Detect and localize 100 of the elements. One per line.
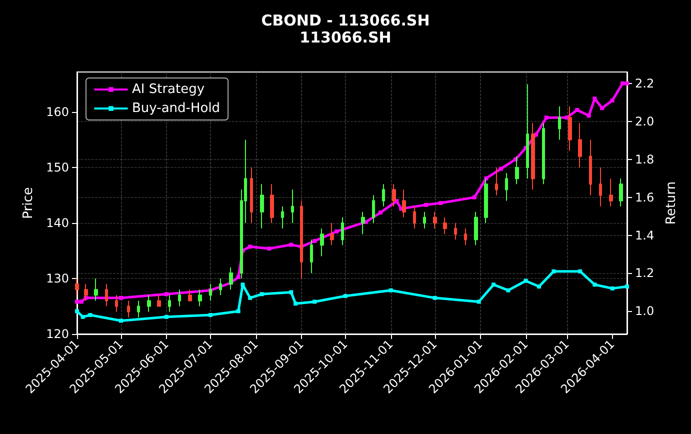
candlestick — [464, 228, 467, 246]
legend-label: Buy-and-Hold — [132, 101, 220, 116]
chart-title: CBOND - 113066.SH — [261, 12, 430, 30]
candlestick — [330, 222, 334, 246]
point — [524, 278, 528, 283]
point — [119, 296, 123, 300]
point — [578, 269, 582, 274]
point — [236, 275, 240, 280]
candlestick — [474, 211, 478, 246]
candlestick — [558, 106, 561, 140]
y2-tick-label: 1.8 — [635, 152, 654, 166]
point — [312, 300, 317, 304]
candlestick — [484, 178, 488, 224]
point — [600, 106, 604, 110]
point — [544, 116, 548, 120]
candlestick — [188, 289, 192, 302]
point — [592, 96, 597, 101]
candlestick — [127, 300, 130, 318]
point — [506, 288, 510, 292]
candlestick — [443, 216, 447, 235]
candlestick — [291, 189, 294, 224]
y2-tick-label: 2.0 — [635, 114, 654, 128]
candlestick — [619, 178, 623, 207]
point — [388, 288, 393, 292]
point — [575, 108, 580, 112]
point — [343, 294, 348, 298]
point — [610, 286, 614, 290]
candlestick — [589, 139, 592, 196]
y2-tick-label: 2.2 — [635, 76, 654, 90]
y-tick-label: 160 — [46, 104, 69, 119]
candlestick — [413, 206, 416, 230]
point — [610, 98, 614, 102]
candlestick — [198, 289, 202, 307]
point — [236, 309, 240, 314]
candlestick — [260, 184, 264, 230]
y2-tick-label: 1.6 — [635, 190, 654, 204]
point — [260, 292, 264, 296]
point — [164, 292, 168, 296]
candlestick — [270, 184, 274, 224]
candlestick — [168, 294, 171, 312]
point — [378, 210, 383, 214]
point — [438, 201, 443, 205]
point — [498, 166, 503, 171]
candlestick — [495, 166, 498, 196]
point — [289, 242, 294, 247]
chart-subtitle: 113066.SH — [300, 28, 392, 46]
point — [625, 81, 629, 86]
candlestick — [505, 172, 508, 202]
candlestick — [320, 228, 324, 257]
candlestick — [433, 211, 437, 230]
point — [424, 202, 428, 207]
candlestick — [599, 166, 602, 207]
candlestick — [578, 122, 582, 168]
point — [289, 290, 294, 294]
candlestick — [250, 166, 253, 224]
point — [432, 296, 437, 300]
point — [492, 282, 496, 287]
y2-tick-label: 1.0 — [635, 304, 654, 318]
candlestick — [281, 206, 284, 230]
point — [240, 282, 245, 287]
point — [586, 114, 591, 118]
candlestick — [341, 216, 344, 246]
point — [75, 309, 79, 314]
point — [79, 300, 84, 304]
point — [472, 195, 476, 200]
y-tick-label: 150 — [46, 160, 69, 174]
point — [312, 238, 317, 243]
candlestick — [382, 184, 385, 207]
y2-axis-title: Return — [664, 181, 679, 225]
candlestick — [609, 178, 613, 207]
candlestick — [178, 289, 181, 307]
candlestick — [157, 294, 161, 307]
candlestick — [137, 300, 140, 318]
candlestick — [542, 122, 545, 185]
point — [294, 302, 298, 306]
point — [80, 314, 85, 319]
point — [248, 296, 252, 300]
y-tick-label: 140 — [46, 216, 69, 230]
point — [476, 300, 481, 304]
point — [552, 269, 556, 274]
point — [537, 284, 541, 289]
point — [88, 313, 92, 318]
candlestick — [115, 294, 118, 312]
candlestick — [147, 294, 151, 312]
point — [334, 229, 339, 234]
candlestick — [454, 222, 457, 240]
candlestick — [219, 278, 222, 296]
y-tick-label: 130 — [46, 271, 69, 286]
point — [625, 284, 629, 289]
point — [267, 246, 272, 251]
point — [119, 318, 123, 323]
candlestick — [372, 194, 375, 224]
candlestick — [423, 211, 426, 230]
legend-label: AI Strategy — [132, 82, 205, 97]
y-tick-label: 120 — [46, 327, 69, 341]
point — [75, 300, 79, 304]
y2-tick-label: 1.2 — [635, 266, 654, 280]
point — [164, 314, 168, 319]
point — [248, 244, 252, 249]
point — [592, 282, 597, 287]
